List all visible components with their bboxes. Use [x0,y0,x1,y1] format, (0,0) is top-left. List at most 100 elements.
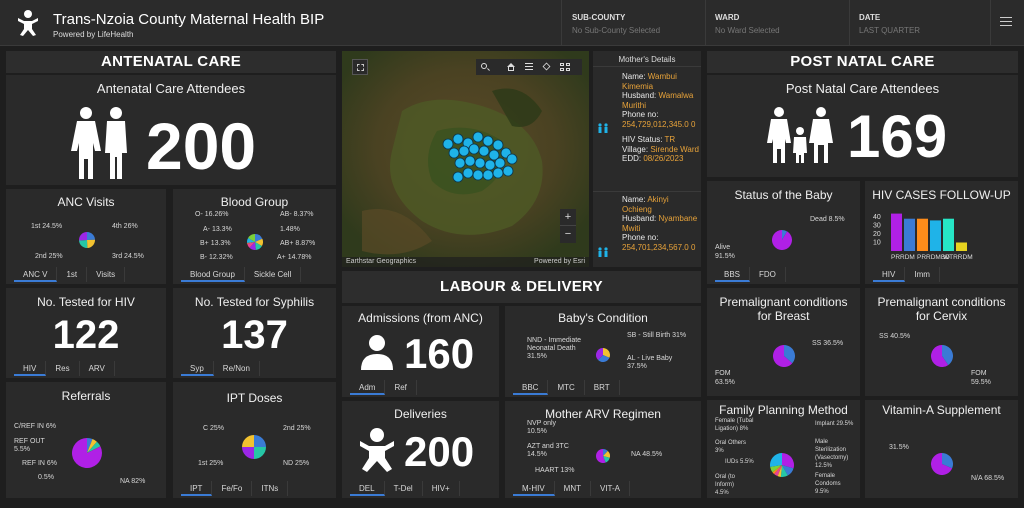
pie-slice-na[interactable] [72,438,102,468]
tab-bbs[interactable]: BBS [715,267,751,282]
referrals-pie[interactable] [72,438,102,468]
tab-fe-fo[interactable]: Fe/Fo [212,481,253,496]
pie-slice-implant[interactable] [782,453,794,469]
zoom-in-button[interactable]: + [560,209,576,226]
pie-slice-female-tubal-ligation-[interactable] [770,465,782,473]
pie-slice-1st[interactable] [87,232,95,240]
tab-fdo[interactable]: FDO [750,267,786,282]
tab-brt[interactable]: BRT [585,380,620,395]
pie-slice-nnd[interactable] [603,348,610,358]
babys-condition-pie[interactable] [596,348,610,362]
tab-hiv[interactable]: HIV [14,361,47,376]
pie-slice-other-7[interactable] [770,453,782,467]
tab-adm[interactable]: Adm [350,380,386,395]
tab-blood-group[interactable]: Blood Group [181,267,245,282]
blood-group-pie[interactable] [247,234,263,250]
home-icon[interactable] [502,59,520,75]
bar-3[interactable] [930,220,941,251]
pie-slice-c[interactable] [254,435,266,447]
mother-1-details[interactable]: Name: Wambui Kimemia Husband: Wamalwa Mu… [622,72,700,164]
map-powered-by[interactable]: Powered by Esri [534,258,585,265]
subcounty-filter[interactable]: SUB-COUNTY No Sub-County Selected [572,13,660,35]
pie-slice-al[interactable] [596,348,603,360]
pie-slice-azt-and-3tc[interactable] [603,450,610,458]
cervix-pie[interactable] [931,345,953,367]
ward-filter[interactable]: WARD No Ward Selected [715,13,780,35]
pie-slice-a-[interactable] [248,234,255,242]
pie-slice-ss[interactable] [784,345,795,364]
map-attribution[interactable]: Earthstar Geographics [346,258,417,265]
pie-slice-iuds[interactable] [774,465,782,477]
pie-slice-ab-[interactable] [247,238,255,243]
pie-slice-other-5[interactable] [247,242,255,244]
tab-m-hiv[interactable]: M-HIV [513,481,555,496]
pie-slice-ss[interactable] [942,345,953,366]
basemap-gallery-icon[interactable] [556,59,574,75]
tab-imm[interactable]: Imm [905,267,940,282]
hamburger-menu-icon[interactable] [1000,17,1012,26]
tab-res[interactable]: Res [46,361,80,376]
pie-slice-na[interactable] [596,449,606,463]
pie-slice-fom[interactable] [931,345,949,367]
pie-slice-2nd[interactable] [254,447,266,459]
tab-t-del[interactable]: T-Del [385,481,423,496]
bar-5[interactable] [956,242,967,252]
zoom-out-button[interactable]: − [564,228,572,240]
vitamin-a-pie[interactable] [931,453,953,475]
mother-arv-pie[interactable] [596,449,610,463]
family-planning-pie[interactable] [770,453,794,477]
bar-2[interactable] [917,218,928,251]
pie-slice-ref-out[interactable] [87,439,97,453]
pie-slice-c-ref-in[interactable] [87,438,93,453]
tab-ref[interactable]: Ref [385,380,417,395]
tab-vit-a[interactable]: VIT-A [591,481,631,496]
pie-slice-n-a[interactable] [931,453,953,475]
pie-slice-ref-in[interactable] [87,441,101,453]
tab-anc-v[interactable]: ANC V [14,267,58,282]
pie-slice-oral-others[interactable] [772,465,782,475]
pie-slice-female-condoms[interactable] [780,465,788,477]
layers-icon[interactable] [538,59,556,75]
tab-bbc[interactable]: BBC [513,380,549,395]
pie-slice-alive[interactable] [772,230,792,250]
pie-slice-haart[interactable] [603,456,610,463]
pie-slice-dead[interactable] [782,230,788,240]
pie-slice-other-0[interactable] [942,453,953,469]
pie-slice-2nd[interactable] [87,239,95,248]
pie-slice-ab-[interactable] [247,242,255,248]
pie-slice-4th[interactable] [79,232,87,241]
tab-sickle-cell[interactable]: Sickle Cell [245,267,302,282]
tab-arv[interactable]: ARV [80,361,115,376]
list-icon[interactable] [520,59,538,75]
map-cluster-markers[interactable] [440,129,525,184]
tab-mtc[interactable]: MTC [548,380,585,395]
tab-hiv-follow[interactable]: HIV [873,267,906,282]
pie-slice-3rd[interactable] [79,240,88,248]
pie-slice-b-[interactable] [249,242,256,250]
anc-visits-pie[interactable] [79,232,95,248]
pie-slice-sb[interactable] [598,355,610,362]
pie-slice-a-[interactable] [255,238,263,246]
baby-status-pie[interactable] [772,230,792,250]
tab-re-non[interactable]: Re/Non [214,361,260,376]
bar-1[interactable] [904,218,915,251]
tab-mnt[interactable]: MNT [555,481,591,496]
pie-slice-b-[interactable] [255,242,262,250]
date-filter[interactable]: DATE LAST QUARTER [859,13,920,35]
ipt-doses-pie[interactable] [242,435,266,459]
pie-slice-male-sterilization[interactable] [782,465,794,476]
breast-pie[interactable] [773,345,795,367]
tab-itns[interactable]: ITNs [252,481,289,496]
pie-slice-oral-to-inform-[interactable] [777,465,782,477]
tab-syp[interactable]: Syp [181,361,214,376]
tab-ipt[interactable]: IPT [181,481,213,496]
tab-hiv-pos[interactable]: HIV+ [423,481,460,496]
pie-slice-o-[interactable] [255,234,263,242]
pie-slice-nvp-only[interactable] [603,449,608,456]
pie-slice-fom[interactable] [773,345,793,367]
pie-slice-other-3[interactable] [87,446,101,453]
tab-anc-visits[interactable]: Visits [87,267,126,282]
map-view[interactable]: + − Earthstar Geographics Powered by Esr… [342,51,589,267]
bar-0[interactable] [891,213,902,251]
